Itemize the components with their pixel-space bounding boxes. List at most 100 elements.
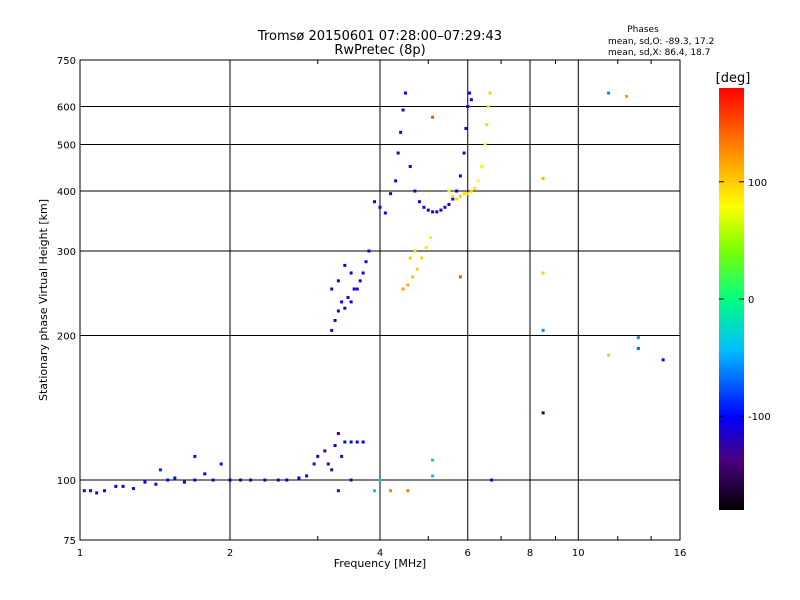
x-tick-label: 1 <box>77 548 83 559</box>
data-point <box>469 189 473 193</box>
data-point <box>636 346 640 350</box>
data-point <box>541 271 545 275</box>
data-point <box>439 208 443 212</box>
data-point <box>333 318 337 322</box>
x-tick-label: 16 <box>674 548 687 559</box>
data-point <box>361 440 365 444</box>
data-point <box>166 478 170 482</box>
colorbar-tick-label: 100 <box>748 178 767 189</box>
data-point <box>607 353 611 357</box>
data-point <box>211 478 215 482</box>
data-point <box>312 462 316 466</box>
data-point <box>228 478 232 482</box>
chart-subtitle: RwPretec (8p) <box>334 43 425 58</box>
data-point <box>263 478 267 482</box>
data-point <box>399 130 403 134</box>
data-point <box>330 468 334 472</box>
data-point <box>114 484 118 488</box>
y-tick-label: 600 <box>57 103 76 114</box>
data-point <box>193 454 197 458</box>
data-point <box>276 478 280 482</box>
data-point <box>541 411 545 415</box>
data-point <box>458 275 462 279</box>
data-point <box>121 484 125 488</box>
data-point <box>488 91 492 95</box>
data-point <box>103 489 107 493</box>
data-point <box>422 205 426 209</box>
grid-lines <box>80 60 680 540</box>
data-point <box>336 432 340 436</box>
data-point <box>297 476 301 480</box>
data-point <box>239 478 243 482</box>
data-point <box>428 236 432 240</box>
y-tick-label: 500 <box>57 141 76 152</box>
data-point <box>473 186 477 190</box>
data-point <box>431 115 435 119</box>
data-point <box>451 197 455 201</box>
data-point <box>343 306 347 310</box>
data-point <box>636 336 640 340</box>
data-point <box>466 105 470 109</box>
data-point <box>389 489 393 493</box>
data-point <box>458 194 462 198</box>
x-tick-label: 6 <box>465 548 471 559</box>
data-point <box>462 151 466 155</box>
data-point <box>462 192 466 196</box>
data-point <box>343 440 347 444</box>
data-point <box>340 300 344 304</box>
data-point <box>323 449 327 453</box>
data-point <box>131 487 135 491</box>
data-point <box>607 91 611 95</box>
data-point <box>219 462 223 466</box>
stats-line-o: mean, sd,O: -89.3, 17.2 <box>608 37 714 47</box>
data-point <box>483 143 487 147</box>
data-point <box>394 179 398 183</box>
data-point <box>401 287 405 291</box>
data-point <box>305 474 309 478</box>
stats-line-x: mean, sd,X: 86.4, 18.7 <box>608 48 710 58</box>
data-point <box>82 489 86 493</box>
data-point <box>349 440 353 444</box>
data-point <box>316 454 320 458</box>
data-point <box>417 200 421 204</box>
data-point <box>349 271 353 275</box>
data-point <box>447 189 451 193</box>
x-tick-label: 4 <box>377 548 383 559</box>
data-point <box>541 328 545 332</box>
data-point <box>468 91 472 95</box>
x-tick-label: 10 <box>572 548 585 559</box>
data-point <box>154 482 158 486</box>
data-point <box>455 197 459 201</box>
data-point <box>389 192 393 196</box>
data-point <box>431 210 435 214</box>
data-point <box>364 260 368 264</box>
data-point <box>431 474 435 478</box>
colorbar-ticks: 100 0 -100 <box>719 178 771 423</box>
data-point <box>355 287 359 291</box>
data-point <box>480 164 484 168</box>
data-point <box>182 480 186 484</box>
data-point <box>173 476 177 480</box>
data-point <box>403 91 407 95</box>
data-point <box>413 189 417 193</box>
data-point <box>485 123 489 127</box>
data-point <box>420 256 424 260</box>
data-point <box>249 478 253 482</box>
data-point <box>625 94 629 98</box>
data-point <box>193 478 197 482</box>
data-point <box>352 287 356 291</box>
y-axis-label: Stationary phase Virtual Height [km] <box>37 199 50 401</box>
x-tick-label: 8 <box>527 548 533 559</box>
data-point <box>336 309 340 313</box>
colorbar-tick-label: 0 <box>748 295 754 306</box>
data-point <box>451 194 455 198</box>
y-tick-label: 200 <box>57 332 76 343</box>
axis-ticks: 1 2 4 6 8 10 16 75 100 200 300 400 500 600 750 <box>57 56 686 559</box>
data-point <box>541 176 545 180</box>
data-point <box>476 179 480 183</box>
data-point <box>285 478 289 482</box>
data-point <box>378 205 382 209</box>
data-point <box>408 164 412 168</box>
data-point <box>396 151 400 155</box>
